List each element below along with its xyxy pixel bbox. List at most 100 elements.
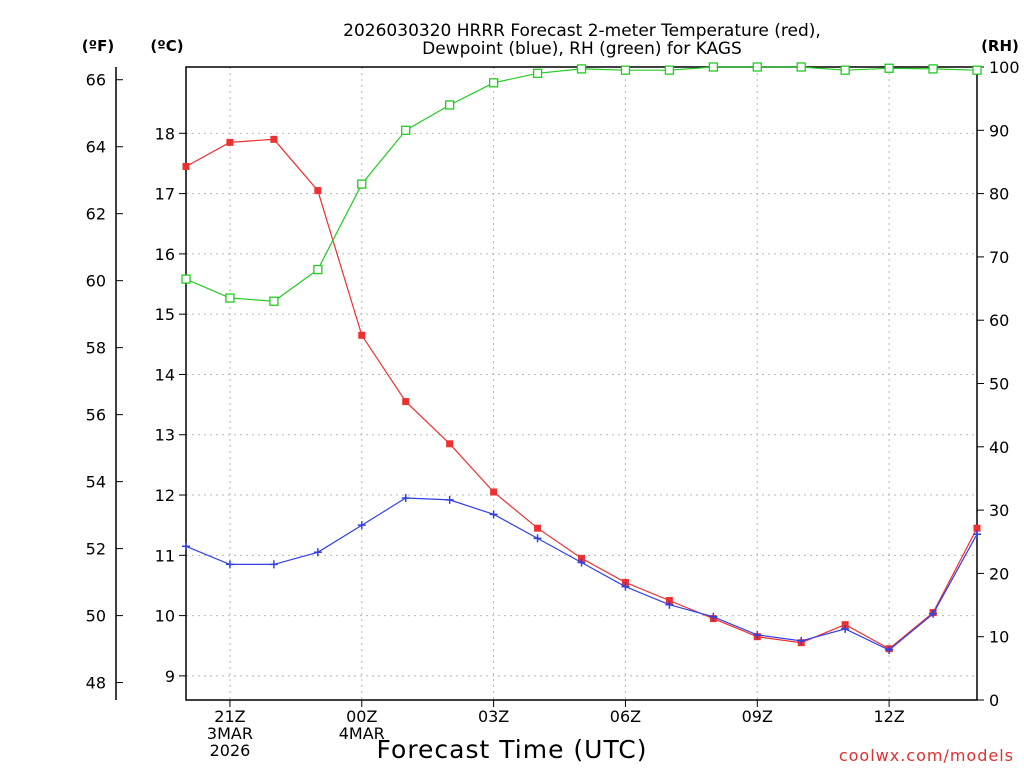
dewpoint-point	[313, 548, 322, 557]
temperature-point	[270, 135, 278, 143]
dewpoint-point	[269, 560, 278, 569]
gridlines	[186, 67, 977, 700]
temperature-point	[534, 524, 542, 532]
temperature-point	[402, 398, 410, 406]
dewpoint-point	[225, 560, 234, 569]
rh-point	[445, 100, 455, 110]
rh-point	[576, 64, 587, 74]
temperature-point	[358, 331, 366, 339]
temperature-point	[446, 440, 454, 448]
celsius-unit-label: (ºC)	[150, 37, 183, 55]
temperature-point	[182, 162, 190, 170]
x-tick-label: 4MAR	[339, 724, 385, 743]
dewpoint-point	[753, 630, 762, 639]
celsius-tick-label: 11	[155, 546, 175, 565]
celsius-tick-label: 18	[155, 124, 175, 143]
dewpoint-point	[621, 582, 630, 591]
x-tick-label: 06Z	[610, 707, 641, 726]
dewpoint-point	[665, 600, 674, 609]
rh-point	[620, 65, 631, 75]
rh-point	[357, 179, 367, 189]
dewpoint-point	[885, 645, 894, 654]
rh-tick-label: 100	[989, 58, 1020, 77]
dewpoint-point	[841, 624, 850, 633]
fahrenheit-tick-label: 56	[86, 406, 106, 425]
x-tick-label: 09Z	[742, 707, 773, 726]
rh-unit-label: (RH)	[981, 37, 1019, 55]
rh-tick-label: 90	[989, 121, 1009, 140]
x-tick-label: 2026	[210, 741, 251, 760]
dewpoint-point	[445, 495, 454, 504]
dewpoint-line	[185, 497, 978, 651]
dewpoint-point	[709, 612, 718, 621]
rh-tick-label: 20	[989, 564, 1009, 583]
chart-title-line1: 2026030320 HRRR Forecast 2-meter Tempera…	[343, 21, 821, 41]
rh-point	[225, 293, 235, 303]
source-credit: coolwx.com/models	[839, 746, 1014, 765]
fahrenheit-tick-label: 48	[86, 674, 106, 693]
temperature-point	[490, 488, 498, 496]
fahrenheit-tick-label: 54	[86, 473, 106, 492]
fahrenheit-tick-label: 50	[86, 607, 106, 626]
rh-point	[269, 296, 279, 306]
plot-frame	[185, 66, 978, 701]
data-series	[181, 62, 982, 654]
rh-point	[928, 64, 938, 74]
rh-point	[796, 62, 806, 72]
x-tick-label: 21Z	[214, 707, 245, 726]
dewpoint-point	[357, 521, 366, 530]
x-tick-label: 3MAR	[207, 724, 253, 743]
rh-tick-label: 60	[989, 311, 1009, 330]
temperature-point	[841, 621, 849, 629]
x-tick-label: 00Z	[346, 707, 377, 726]
rh-tick-label: 70	[989, 248, 1009, 267]
rh-tick-label: 40	[989, 438, 1009, 457]
celsius-tick-label: 13	[155, 426, 175, 445]
rh-tick-label: 30	[989, 501, 1009, 520]
celsius-tick-label: 15	[155, 305, 175, 324]
rh-tick-label: 50	[989, 375, 1009, 394]
temperature-point	[665, 597, 673, 605]
celsius-tick-label: 9	[165, 667, 175, 686]
rh-line	[185, 66, 978, 302]
celsius-tick-label: 17	[155, 185, 175, 204]
dewpoint-point	[489, 510, 498, 519]
rh-point	[181, 274, 191, 284]
x-tick-label: 03Z	[478, 707, 509, 726]
rh-point	[664, 65, 675, 75]
dewpoint-point	[182, 542, 190, 551]
fahrenheit-tick-label: 58	[86, 339, 106, 358]
celsius-tick-label: 10	[155, 607, 175, 626]
temperature-point	[314, 187, 322, 195]
fahrenheit-tick-label: 52	[86, 540, 106, 559]
temperature-line	[185, 138, 978, 650]
rh-point	[884, 63, 894, 73]
rh-point	[972, 65, 982, 75]
dewpoint-point	[533, 534, 542, 543]
fahrenheit-tick-label: 60	[86, 272, 106, 291]
temperature-point	[578, 554, 585, 562]
rh-point	[840, 65, 850, 75]
fahrenheit-tick-label: 64	[86, 138, 106, 157]
fahrenheit-tick-label: 66	[86, 71, 106, 90]
rh-point	[752, 62, 762, 72]
celsius-tick-label: 12	[155, 486, 175, 505]
dewpoint-point	[401, 494, 410, 503]
rh-point	[488, 78, 499, 88]
rh-tick-label: 0	[989, 691, 999, 710]
x-tick-label: 12Z	[873, 707, 904, 726]
temperature-point	[621, 578, 629, 586]
rh-point	[401, 125, 411, 135]
dewpoint-point	[577, 558, 586, 567]
rh-point	[313, 264, 323, 275]
celsius-tick-label: 14	[155, 365, 175, 384]
temperature-point	[226, 138, 234, 146]
celsius-tick-label: 16	[155, 245, 175, 264]
rh-point	[708, 62, 718, 72]
dewpoint-point	[797, 636, 806, 645]
rh-point	[532, 68, 543, 78]
fahrenheit-unit-label: (ºF)	[82, 37, 114, 55]
rh-tick-label: 10	[989, 628, 1009, 647]
